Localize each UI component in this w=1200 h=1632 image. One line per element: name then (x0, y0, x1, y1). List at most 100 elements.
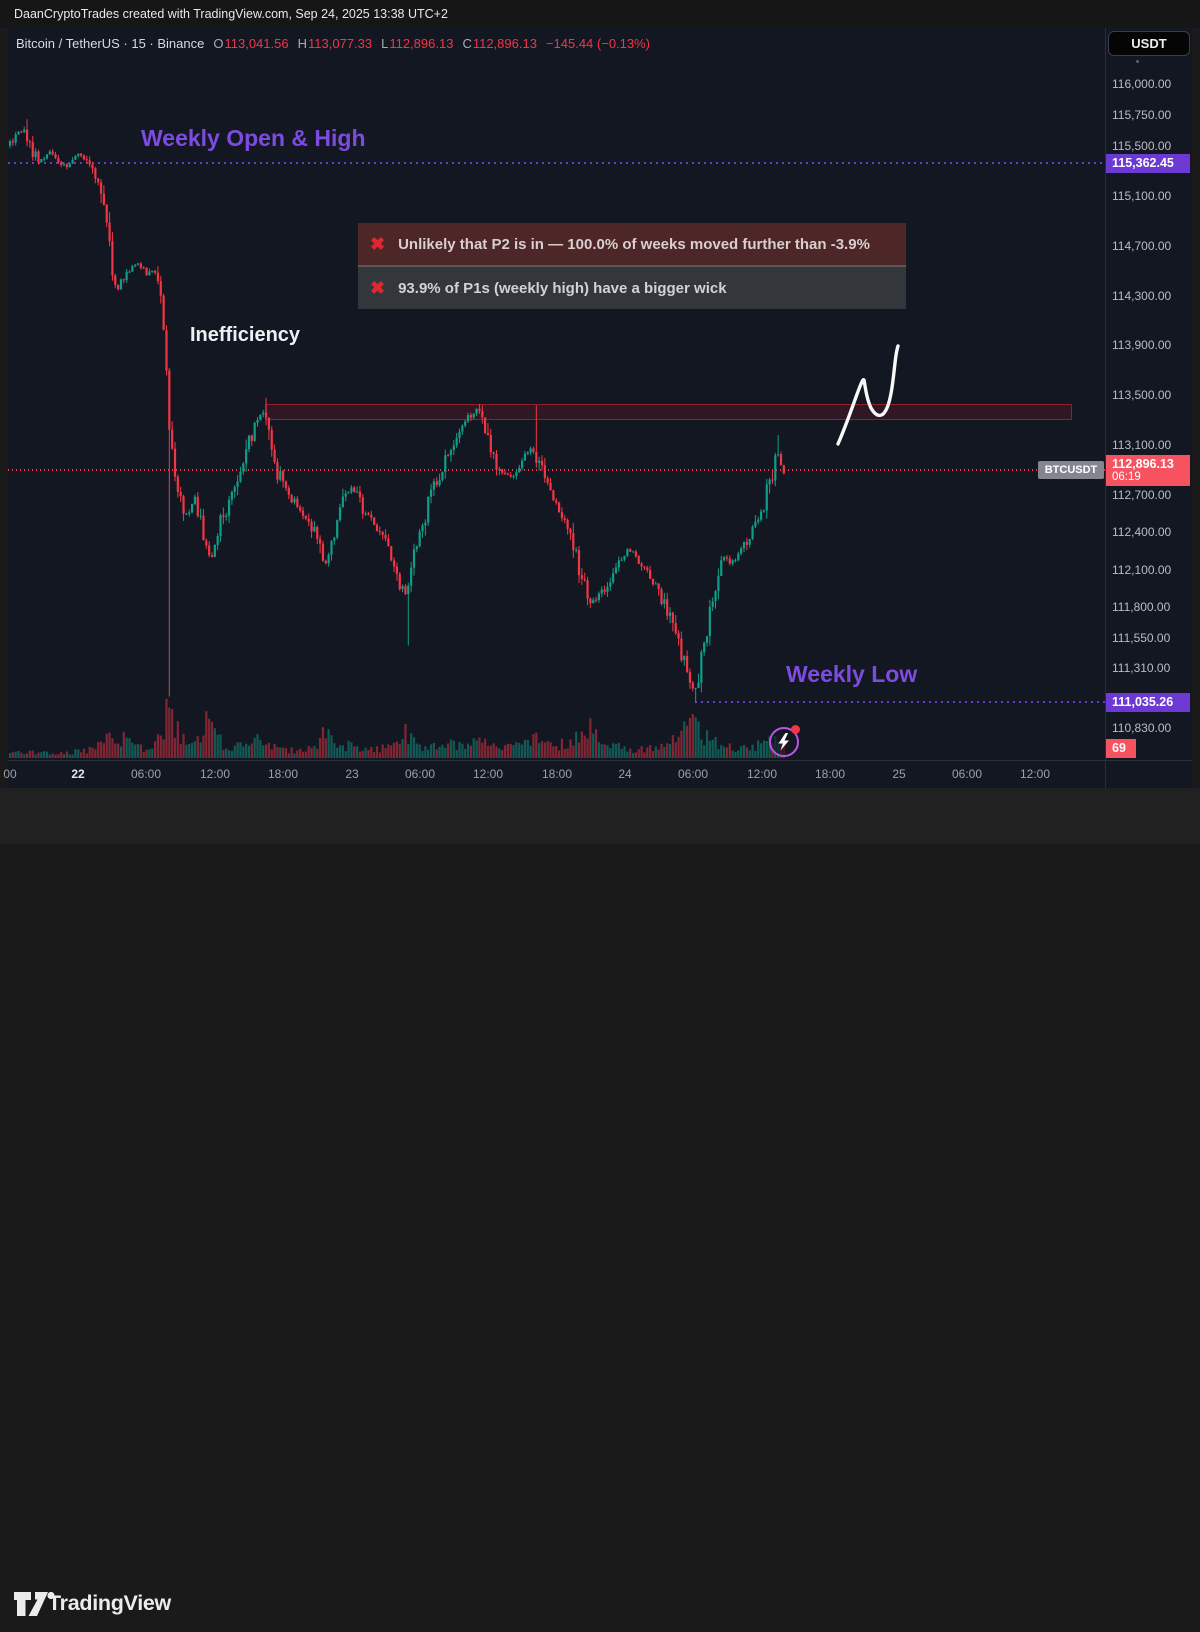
candle-body-down (660, 589, 663, 604)
candle-body-down (91, 164, 94, 169)
volume-bar (131, 742, 134, 758)
candle-body-up (449, 450, 453, 456)
volume-bar (737, 750, 740, 758)
candle-body-up (364, 513, 367, 515)
symbol-price-tag: BTCUSDT (1038, 461, 1104, 479)
candle-body-down (20, 131, 23, 133)
weekly-low-line[interactable] (695, 701, 1105, 703)
weekly-open-high-line[interactable] (8, 162, 1105, 164)
currency-button[interactable]: USDT (1108, 31, 1190, 56)
attribution-text: DaanCryptoTrades created with TradingVie… (14, 7, 448, 21)
time-label: 12:00 (472, 767, 504, 781)
candle-body-down (202, 515, 205, 541)
candle-body-down (657, 583, 660, 590)
lightning-bolt-icon (778, 733, 789, 751)
volume-bar (190, 742, 194, 758)
time-label: 24 (618, 767, 632, 781)
volume-bar (552, 746, 555, 758)
volume-bar (262, 745, 265, 758)
callout-row-unlikely-p2[interactable]: ✖ Unlikely that P2 is in — 100.0% of wee… (358, 223, 906, 265)
volume-bar (108, 732, 111, 758)
inefficiency-text[interactable]: Inefficiency (190, 324, 301, 346)
volume-bar (708, 740, 711, 758)
symbol-title[interactable]: Bitcoin / TetherUS · 15 · Binance (16, 35, 205, 51)
volume-bar (34, 754, 37, 758)
volume-bar (464, 748, 467, 758)
volume-bar (472, 738, 475, 758)
volume-bar (563, 748, 566, 758)
candle-body-down (367, 513, 370, 515)
candle-body-down (577, 549, 581, 576)
volume-bar (8, 753, 12, 758)
ohlc-low-letter: L (381, 35, 389, 51)
volume-bar (649, 744, 652, 758)
candle-body-down (264, 412, 268, 418)
volume-bar (344, 751, 347, 758)
candle-body-up (429, 489, 433, 497)
candle-body-up (717, 575, 720, 592)
candle-body-down (85, 159, 88, 161)
volume-bar (526, 739, 529, 758)
candle-body-down (222, 515, 225, 517)
candle-body-up (626, 549, 629, 556)
candle-body-down (99, 182, 103, 194)
candle-body-down (640, 563, 643, 567)
volume-bar (740, 746, 743, 758)
candle-body-down (168, 370, 171, 430)
candle-body-up (151, 270, 154, 272)
price-axis[interactable]: 115,362.45 112,896.13 06:19 111,035.26 6… (1106, 28, 1192, 760)
weekly-open-high-text[interactable]: Weekly Open & High (141, 125, 366, 151)
volume-bar (654, 746, 657, 758)
candle-wick-up (575, 547, 577, 553)
candle-body-down (321, 543, 325, 561)
volume-bar (523, 739, 527, 758)
volume-bar (188, 743, 191, 758)
volume-bar (705, 730, 709, 758)
candle-wick-down (447, 453, 449, 457)
candle-body-down (549, 482, 552, 491)
volume-bar (193, 741, 197, 758)
candle-body-up (125, 271, 128, 281)
volume-bar (452, 740, 455, 758)
volume-bar (401, 739, 404, 758)
time-label: 00 (3, 767, 17, 781)
volume-bar (71, 754, 74, 758)
candle-body-down (88, 160, 91, 165)
volume-bar (333, 743, 336, 758)
candle-body-down (384, 534, 387, 539)
candle-body-down (205, 540, 208, 546)
time-axis[interactable]: 00 22 06:00 12:00 18:00 23 06:00 12:00 18:00 24 06… (3, 760, 1105, 788)
volume-bar (492, 743, 495, 758)
callout-row-bigger-wick[interactable]: ✖ 93.9% of P1s (weekly high) have a bigg… (358, 265, 906, 309)
candle-body-down (57, 157, 60, 163)
candle-body-down (532, 448, 535, 453)
candle-wick-up (697, 673, 699, 689)
volume-bar (577, 742, 581, 758)
candle-body-down (250, 435, 253, 442)
squiggle-arrow[interactable] (825, 335, 907, 453)
candle-body-up (703, 642, 706, 653)
volume-bar (600, 744, 603, 758)
candle-body-down (646, 567, 649, 570)
volume-bar (361, 750, 364, 758)
candle-body-up (427, 496, 430, 523)
candle-body-down (435, 481, 438, 485)
candle-body-up (230, 491, 234, 500)
candle-body-down (296, 498, 299, 508)
time-label: 23 (345, 767, 359, 781)
candle-body-up (336, 520, 339, 538)
candle-body-up (227, 499, 231, 516)
candle-body-down (779, 454, 783, 466)
candle-body-down (629, 549, 632, 552)
tradingview-wordmark[interactable]: TradingView (48, 1591, 171, 1615)
candle-body-down (97, 178, 100, 183)
candle-body-down (301, 510, 305, 516)
candle-body-up (34, 151, 37, 157)
volume-bar (162, 739, 165, 758)
candle-body-down (142, 267, 145, 269)
volume-bar (171, 709, 174, 758)
volume-bar (94, 749, 97, 758)
candle-body-down (324, 560, 327, 564)
weekly-low-text[interactable]: Weekly Low (786, 661, 918, 687)
candle-body-down (543, 465, 546, 479)
